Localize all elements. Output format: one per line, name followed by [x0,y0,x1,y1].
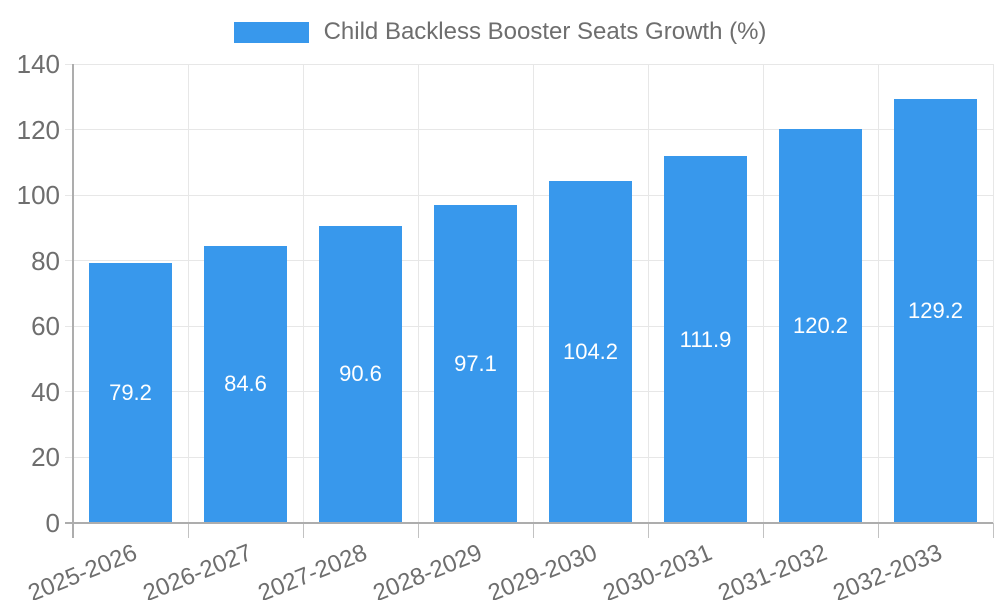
x-gridline [877,64,879,523]
bar-2027-2028[interactable] [319,225,402,523]
x-tick-label: 2030-2031 [599,539,716,600]
x-axis-line [65,522,993,524]
x-tick-mark [762,523,764,538]
y-tick-mark [65,260,73,262]
x-gridline [762,64,764,523]
bar-2026-2027[interactable] [204,245,287,523]
y-tick-mark [65,194,73,196]
x-gridline [187,64,189,523]
bar-2032-2033[interactable] [894,99,977,523]
y-tick-label: 80 [31,245,60,276]
bar-value-label: 111.9 [679,326,732,352]
x-tick-label: 2029-2030 [484,539,601,600]
y-tick-mark [65,63,73,65]
x-tick-label: 2026-2027 [139,539,256,600]
bar-2025-2026[interactable] [89,263,172,523]
y-tick-mark [65,129,73,131]
y-tick-mark [65,456,73,458]
bar-2028-2029[interactable] [434,204,517,523]
x-tick-mark [187,523,189,538]
bar-value-label: 90.6 [339,361,382,387]
legend-swatch [233,21,309,43]
x-gridline [417,64,419,523]
bar-value-label: 97.1 [454,350,497,376]
y-tick-label: 40 [31,376,60,407]
chart-legend: Child Backless Booster Seats Growth (%) [0,17,1000,47]
y-axis-line [72,64,74,538]
x-gridline [992,64,994,523]
x-tick-label: 2025-2026 [24,539,141,600]
bar-2030-2031[interactable] [664,156,747,523]
legend-item[interactable]: Child Backless Booster Seats Growth (%) [233,18,767,46]
y-tick-label: 140 [16,49,60,79]
x-tick-label: 2032-2033 [829,539,946,600]
y-tick-label: 100 [16,180,60,211]
bar-value-label: 84.6 [224,371,267,397]
x-tick-mark [417,523,419,538]
y-tick-mark [65,391,73,393]
bar-value-label: 104.2 [562,339,619,365]
x-tick-mark [532,523,534,538]
x-tick-mark [877,523,879,538]
x-tick-label: 2027-2028 [254,539,371,600]
bar-value-label: 79.2 [109,380,152,406]
x-tick-mark [992,523,994,538]
x-tick-label: 2028-2029 [369,539,486,600]
y-tick-label: 20 [31,442,60,473]
x-tick-mark [647,523,649,538]
y-tick-label: 120 [16,114,60,145]
legend-label: Child Backless Booster Seats Growth (%) [323,18,767,45]
bar-2031-2032[interactable] [779,128,862,523]
y-tick-label: 0 [45,508,60,538]
bar-2029-2030[interactable] [549,181,632,523]
x-tick-mark [302,523,304,538]
x-gridline [647,64,649,523]
x-tick-label: 2031-2032 [714,539,831,600]
y-tick-mark [65,325,73,327]
x-gridline [532,64,534,523]
bar-value-label: 120.2 [792,312,849,338]
bar-value-label: 129.2 [907,298,964,324]
x-gridline [302,64,304,523]
y-tick-label: 60 [31,311,60,342]
